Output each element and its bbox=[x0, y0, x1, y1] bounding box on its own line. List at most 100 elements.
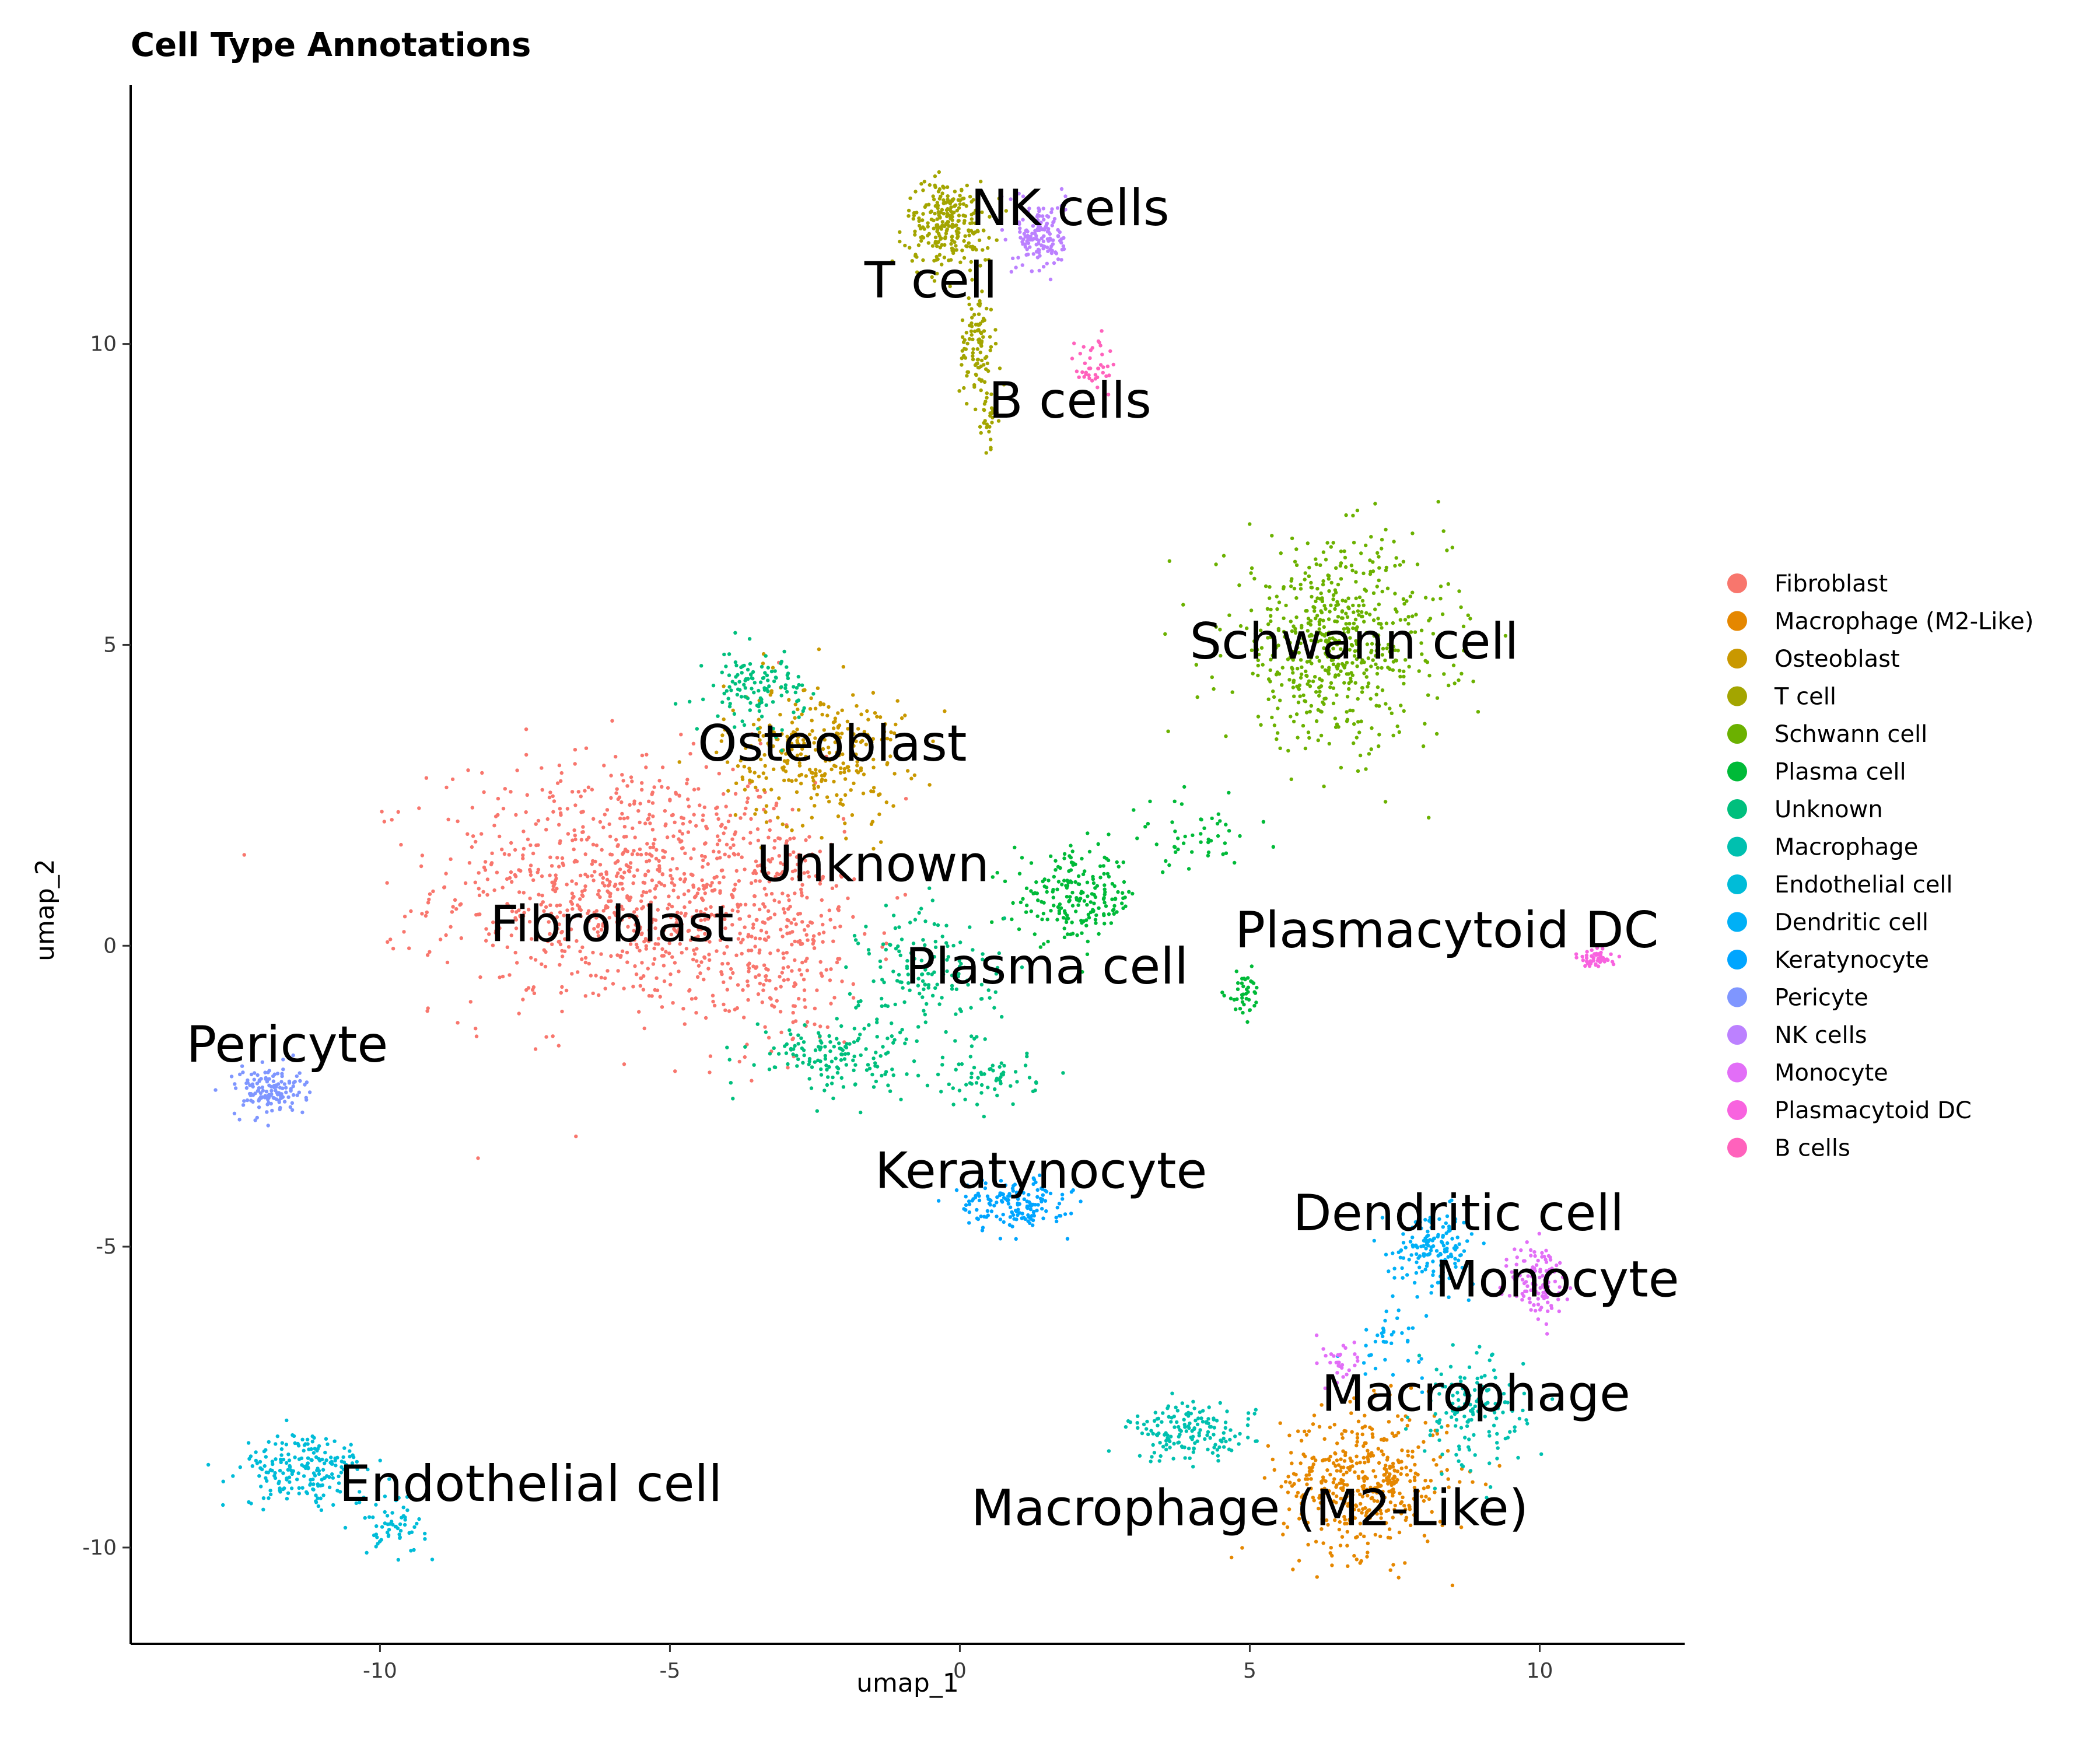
data-point bbox=[987, 236, 991, 240]
data-point bbox=[1148, 799, 1152, 804]
data-point bbox=[793, 891, 797, 895]
data-point bbox=[402, 930, 406, 934]
data-point bbox=[1294, 712, 1299, 716]
data-point bbox=[1340, 610, 1344, 614]
data-point bbox=[651, 845, 656, 849]
data-point bbox=[733, 792, 738, 796]
data-point bbox=[814, 874, 818, 878]
data-point bbox=[1463, 1436, 1467, 1440]
data-point bbox=[1294, 615, 1298, 620]
data-point bbox=[1294, 1472, 1298, 1477]
data-point bbox=[548, 855, 552, 859]
data-point bbox=[1365, 1555, 1369, 1559]
data-point bbox=[784, 752, 788, 756]
data-point bbox=[470, 806, 474, 810]
data-point bbox=[768, 819, 772, 823]
data-point bbox=[1462, 1220, 1466, 1225]
data-point bbox=[1001, 1212, 1005, 1217]
data-point bbox=[631, 881, 635, 886]
data-point bbox=[1378, 1508, 1382, 1513]
data-point bbox=[490, 851, 494, 856]
data-point bbox=[764, 930, 769, 935]
data-point bbox=[873, 711, 877, 715]
data-point bbox=[1388, 651, 1393, 655]
data-point bbox=[1107, 1449, 1111, 1453]
data-point bbox=[949, 242, 953, 246]
data-point bbox=[522, 846, 526, 851]
data-point bbox=[1384, 1464, 1388, 1468]
data-point bbox=[688, 988, 692, 992]
data-point bbox=[818, 769, 822, 774]
data-point bbox=[550, 864, 554, 868]
data-point bbox=[1079, 918, 1083, 923]
data-point bbox=[977, 1198, 982, 1202]
data-point bbox=[841, 761, 845, 765]
data-point bbox=[1181, 603, 1185, 607]
data-point bbox=[1387, 1489, 1391, 1493]
data-point bbox=[1529, 1254, 1533, 1258]
data-point bbox=[855, 764, 859, 768]
data-point bbox=[776, 949, 780, 953]
data-point bbox=[989, 307, 993, 312]
data-point bbox=[1371, 560, 1375, 564]
data-point bbox=[1455, 1236, 1460, 1240]
data-point bbox=[1240, 1546, 1244, 1550]
data-point bbox=[747, 637, 752, 641]
data-point bbox=[801, 709, 806, 713]
data-point bbox=[1080, 856, 1084, 861]
data-point bbox=[905, 964, 909, 968]
data-point bbox=[972, 1065, 977, 1070]
data-point bbox=[1396, 649, 1400, 653]
data-point bbox=[1364, 767, 1368, 771]
data-point bbox=[1228, 996, 1233, 1000]
data-point bbox=[720, 822, 724, 827]
data-point bbox=[1377, 555, 1381, 559]
data-point bbox=[998, 366, 1002, 370]
data-point bbox=[950, 235, 954, 239]
data-point bbox=[733, 660, 738, 664]
data-point bbox=[898, 239, 902, 244]
data-point bbox=[1370, 726, 1374, 730]
data-point bbox=[1421, 744, 1426, 748]
data-point bbox=[540, 788, 544, 792]
data-point bbox=[1450, 1382, 1454, 1387]
data-point bbox=[1151, 1443, 1155, 1447]
data-point bbox=[973, 1195, 978, 1199]
data-point bbox=[892, 772, 897, 776]
data-point bbox=[620, 918, 624, 922]
data-point bbox=[691, 957, 695, 962]
data-point bbox=[704, 765, 709, 769]
data-point bbox=[1233, 860, 1237, 865]
data-point bbox=[1177, 1424, 1181, 1429]
data-point bbox=[533, 958, 538, 962]
data-point bbox=[1352, 741, 1356, 746]
data-point bbox=[776, 836, 780, 841]
data-point bbox=[1212, 1433, 1216, 1437]
data-point bbox=[1178, 1428, 1182, 1432]
data-point bbox=[699, 909, 703, 914]
data-point bbox=[1189, 1436, 1193, 1440]
data-point bbox=[555, 887, 559, 891]
data-point bbox=[788, 836, 792, 841]
data-point bbox=[1369, 535, 1373, 539]
data-point bbox=[979, 379, 984, 383]
data-point bbox=[684, 947, 689, 951]
data-point bbox=[1349, 1411, 1353, 1415]
data-point bbox=[1353, 617, 1358, 622]
data-point bbox=[978, 425, 982, 429]
data-point bbox=[1413, 630, 1418, 634]
data-point bbox=[821, 930, 826, 935]
data-point bbox=[628, 861, 633, 865]
data-point bbox=[853, 1082, 858, 1086]
data-point bbox=[653, 988, 657, 992]
data-point bbox=[1049, 237, 1053, 242]
data-point bbox=[1116, 864, 1121, 869]
data-point bbox=[1037, 206, 1041, 211]
data-point bbox=[974, 323, 978, 327]
data-point bbox=[350, 1461, 355, 1465]
data-point bbox=[991, 875, 995, 879]
data-point bbox=[1441, 1235, 1445, 1239]
data-point bbox=[358, 1500, 362, 1504]
data-point bbox=[1427, 674, 1432, 678]
data-point bbox=[939, 227, 944, 231]
